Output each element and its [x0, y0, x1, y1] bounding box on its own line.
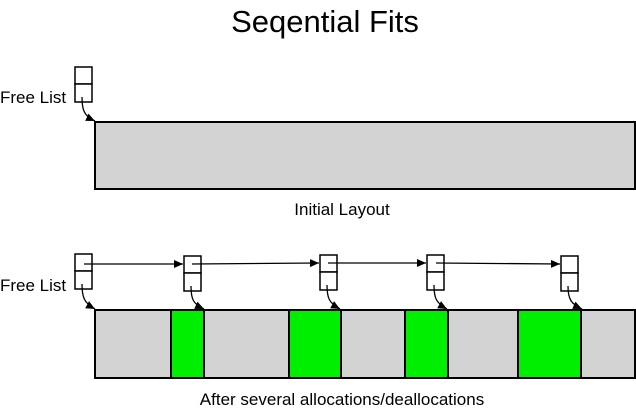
free-list-node-1 [183, 255, 202, 292]
block-arrow-2 [326, 284, 341, 310]
initial-free-block [94, 121, 636, 190]
block-arrow-head [81, 283, 96, 310]
block-arrow-4 [567, 285, 583, 310]
after-free-list-label: Free List [0, 276, 66, 295]
next-pointer-arrows [84, 259, 561, 268]
free-list-node-4 [560, 255, 579, 292]
free-block [447, 309, 519, 379]
initial-free-list-head-top-cell [74, 66, 93, 85]
block-arrow-1 [190, 285, 205, 310]
free-list-node-3 [426, 254, 445, 291]
allocated-block [170, 309, 205, 379]
initial-free-list-head [74, 66, 93, 103]
initial-layout-section: Free List Initial Layout [0, 66, 636, 219]
free-block [340, 309, 406, 379]
initial-free-list-label: Free List [0, 88, 66, 107]
next-arrow-3-to-4 [435, 259, 561, 268]
allocated-block [288, 309, 342, 379]
free-block [203, 309, 290, 379]
initial-layout-caption: Initial Layout [294, 200, 390, 219]
free-list-nodes [74, 253, 579, 292]
allocated-block [517, 309, 582, 379]
free-block [580, 309, 636, 379]
diagram-title: Seqential Fits [231, 4, 419, 39]
initial-free-list-head-bottom-cell [74, 83, 93, 103]
after-allocations-section: Free List [0, 253, 636, 409]
next-arrow-1-to-2 [191, 259, 320, 268]
free-list-node-head [74, 253, 93, 290]
memory-segments [94, 309, 636, 379]
after-allocations-caption: After several allocations/deallocations [200, 390, 484, 409]
free-block [94, 309, 172, 379]
block-arrow-3 [433, 284, 448, 310]
free-list-node-2 [319, 254, 338, 291]
allocated-block [404, 309, 449, 379]
block-pointer-arrows [81, 283, 583, 310]
initial-head-to-block-arrow [81, 96, 96, 122]
